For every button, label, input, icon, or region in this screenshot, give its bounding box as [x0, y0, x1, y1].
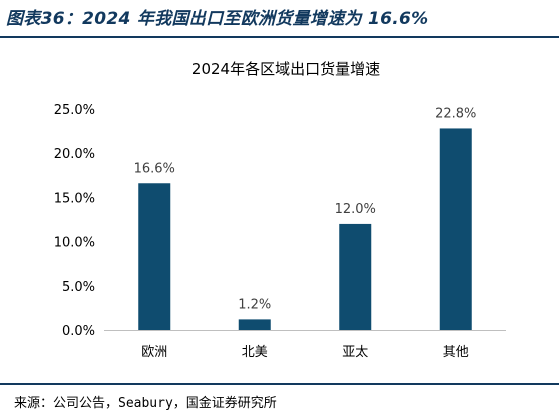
bar-chart: 2024年各区域出口货量增速 0.0% 5.0% 10.0% 15.0% 20.0% 25…: [54, 60, 506, 360]
y-tick-label: 25.0%: [54, 103, 95, 118]
bar-4: [439, 128, 472, 330]
bar-3: [339, 223, 372, 330]
source-note: 来源：公司公告，Seabury，国金证券研究所: [14, 396, 277, 411]
y-tick-label: 5.0%: [62, 280, 95, 295]
y-tick-label: 20.0%: [54, 147, 95, 162]
bar-1: [138, 183, 171, 330]
y-tick-label: 15.0%: [54, 191, 95, 206]
data-label: 16.6%: [134, 161, 175, 176]
y-axis: 0.0% 5.0% 10.0% 15.0% 20.0% 25.0%: [54, 103, 95, 339]
chart-title: 2024年各区域出口货量增速: [192, 60, 380, 78]
data-label: 1.2%: [238, 297, 271, 312]
x-axis: 欧洲 北美 亚太 其他: [141, 345, 469, 360]
data-label: 12.0%: [335, 202, 376, 217]
x-tick-label: 欧洲: [141, 345, 167, 360]
source-divider: [0, 383, 559, 385]
y-tick-label: 10.0%: [54, 236, 95, 251]
x-tick-label: 其他: [443, 345, 469, 360]
x-tick-label: 亚太: [342, 345, 368, 360]
figure-title: 图表36：2024 年我国出口至欧洲货量增速为 16.6%: [6, 9, 429, 29]
x-tick-label: 北美: [242, 345, 268, 360]
y-tick-label: 0.0%: [62, 324, 95, 339]
bar-2: [238, 319, 271, 330]
data-label: 22.8%: [435, 106, 476, 121]
title-divider: [0, 36, 559, 38]
bar-series: 16.6% 1.2% 12.0% 22.8%: [134, 106, 476, 330]
